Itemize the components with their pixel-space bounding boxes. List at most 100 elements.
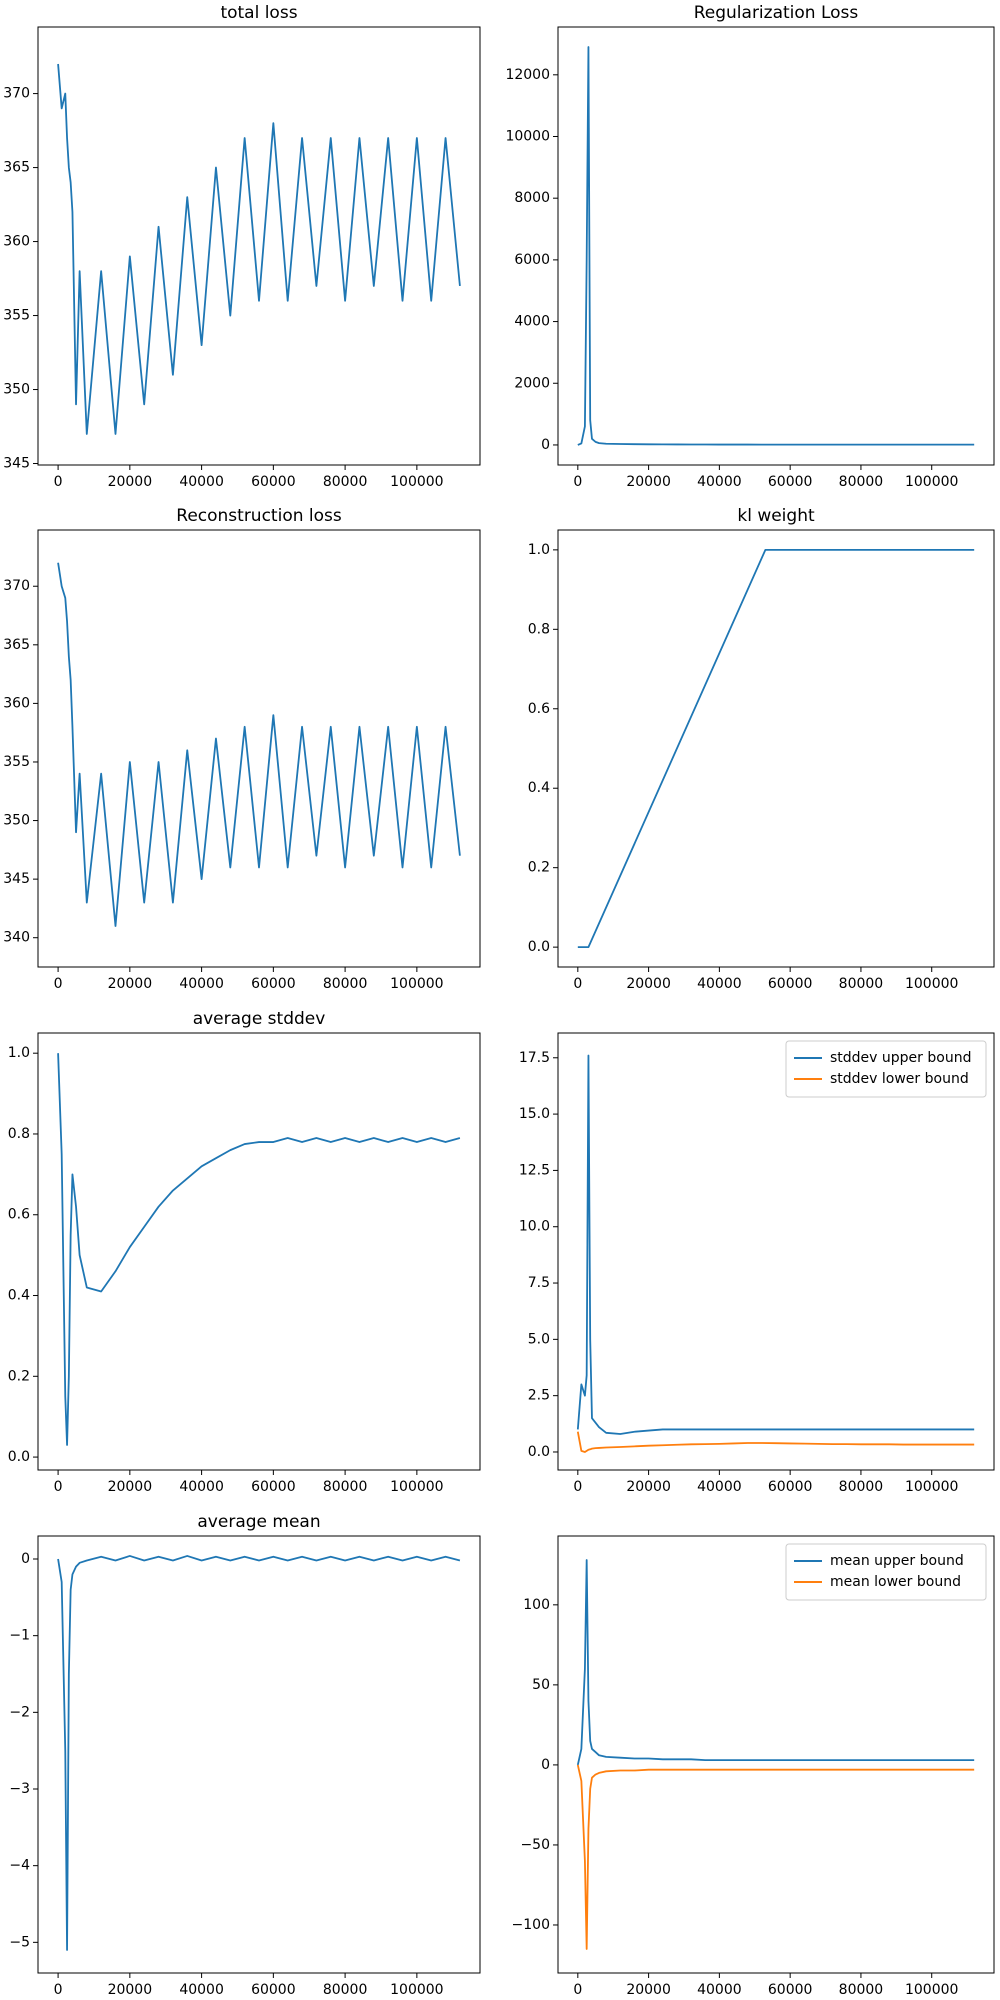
x-tick-label: 100000 xyxy=(905,474,958,490)
legend-box xyxy=(785,1040,987,1098)
x-tick-label: 60000 xyxy=(251,1982,296,1998)
x-tick-label: 60000 xyxy=(768,1982,813,1998)
data-line xyxy=(577,46,975,446)
y-tick-label: −1 xyxy=(9,1628,30,1644)
axes-frame xyxy=(37,1032,481,1471)
y-tick-label: 0.6 xyxy=(528,701,550,717)
y-tick-label: 365 xyxy=(3,160,30,176)
y-tick-label: 345 xyxy=(3,456,30,472)
x-tick-label: 0 xyxy=(54,1479,63,1495)
data-line xyxy=(57,1555,461,1951)
x-tick-label: 0 xyxy=(54,976,63,992)
y-tick-label: 6000 xyxy=(514,252,550,268)
x-tick-label: 40000 xyxy=(179,474,224,490)
x-tick-label: 100000 xyxy=(905,1982,958,1998)
subplot: average stddev 0 20000 40000 60000 80000 10000… xyxy=(8,1009,481,1495)
x-tick-label: 80000 xyxy=(839,1982,884,1998)
x-tick-label: 60000 xyxy=(768,1479,813,1495)
x-tick-label: 80000 xyxy=(323,976,368,992)
x-tick-label: 0 xyxy=(54,1982,63,1998)
y-tick-label: 0.2 xyxy=(528,860,550,876)
x-tick-label: 40000 xyxy=(179,1982,224,1998)
y-tick-label: −5 xyxy=(9,1934,30,1950)
x-tick-label: 0 xyxy=(573,976,582,992)
y-tick-label: 0 xyxy=(21,1551,30,1567)
y-tick-label: 2.5 xyxy=(528,1388,550,1404)
x-tick-label: 20000 xyxy=(108,1479,153,1495)
y-tick-label: 17.5 xyxy=(519,1050,550,1066)
axes-frame xyxy=(557,26,995,466)
data-line xyxy=(577,548,975,949)
x-tick-label: 0 xyxy=(573,1982,582,1998)
x-tick-label: 60000 xyxy=(251,474,296,490)
data-line xyxy=(57,1053,461,1446)
y-tick-label: 370 xyxy=(3,86,30,102)
plot-area xyxy=(57,1555,461,1951)
x-tick-label: 40000 xyxy=(179,976,224,992)
subplot: kl weight 0 20000 40000 60000 80000 100000 0.0 0… xyxy=(528,506,995,992)
chart-title: total loss xyxy=(220,3,297,23)
y-tick-label: 0.8 xyxy=(8,1126,30,1142)
plot-area xyxy=(57,1053,461,1446)
x-tick-label: 40000 xyxy=(179,1479,224,1495)
x-tick-label: 80000 xyxy=(323,1982,368,1998)
y-tick-label: −50 xyxy=(520,1837,550,1853)
y-tick-label: 12.5 xyxy=(519,1162,550,1178)
legend-label: stddev upper bound xyxy=(830,1050,971,1066)
y-tick-label: 340 xyxy=(3,930,30,946)
axes-frame xyxy=(557,1032,995,1471)
axes-frame xyxy=(557,1535,995,1974)
plot-area xyxy=(57,562,461,927)
legend: mean upper bound mean lower bound xyxy=(785,1543,987,1601)
x-tick-label: 80000 xyxy=(839,976,884,992)
chart-title: kl weight xyxy=(737,506,815,526)
y-tick-label: 1.0 xyxy=(528,542,550,558)
y-tick-label: 12000 xyxy=(505,67,550,83)
y-tick-label: 365 xyxy=(3,637,30,653)
subplot: 0 20000 40000 60000 80000 100000 0.0 2.5 5.0 7.5 1… xyxy=(519,1032,995,1495)
x-tick-label: 60000 xyxy=(251,1479,296,1495)
x-tick-label: 60000 xyxy=(251,976,296,992)
chart-title: average stddev xyxy=(193,1009,326,1029)
x-tick-label: 100000 xyxy=(905,1479,958,1495)
y-tick-label: 345 xyxy=(3,871,30,887)
x-tick-label: 20000 xyxy=(108,1982,153,1998)
legend-label: mean lower bound xyxy=(830,1574,961,1590)
axes-frame xyxy=(557,529,995,968)
y-tick-label: 1.0 xyxy=(8,1045,30,1061)
x-tick-label: 20000 xyxy=(626,1479,671,1495)
y-tick-label: 0.0 xyxy=(8,1449,30,1465)
y-tick-label: 360 xyxy=(3,695,30,711)
x-tick-label: 40000 xyxy=(697,1982,742,1998)
y-tick-label: −3 xyxy=(9,1781,30,1797)
y-tick-label: 10.0 xyxy=(519,1219,550,1235)
y-tick-label: 0.4 xyxy=(528,780,550,796)
y-tick-label: 7.5 xyxy=(528,1275,550,1291)
x-tick-label: 0 xyxy=(573,1479,582,1495)
x-tick-label: 20000 xyxy=(108,474,153,490)
plot-area xyxy=(576,1054,975,1453)
y-tick-label: 0.0 xyxy=(528,1444,550,1460)
y-tick-label: 350 xyxy=(3,382,30,398)
data-line xyxy=(576,1054,975,1435)
y-tick-label: 355 xyxy=(3,754,30,770)
subplot: 0 20000 40000 60000 80000 100000 −100 −50 0 50 100… xyxy=(512,1535,995,1998)
x-tick-label: 80000 xyxy=(323,1479,368,1495)
x-tick-label: 60000 xyxy=(768,976,813,992)
y-tick-label: −100 xyxy=(512,1917,550,1933)
x-tick-label: 100000 xyxy=(390,1479,443,1495)
x-tick-label: 100000 xyxy=(390,976,443,992)
legend-label: stddev lower bound xyxy=(830,1071,969,1087)
x-tick-label: 20000 xyxy=(626,976,671,992)
y-tick-label: 0.0 xyxy=(528,939,550,955)
legend-label: mean upper bound xyxy=(830,1553,964,1569)
data-line xyxy=(57,63,461,435)
subplot: Reconstruction loss 0 20000 40000 60000 80000… xyxy=(3,506,481,992)
data-line xyxy=(576,1764,975,1950)
axes-frame xyxy=(37,1535,481,1974)
x-tick-label: 80000 xyxy=(839,474,884,490)
axes-frame xyxy=(37,26,481,466)
y-tick-label: −4 xyxy=(9,1858,30,1874)
plot-area xyxy=(57,63,461,435)
